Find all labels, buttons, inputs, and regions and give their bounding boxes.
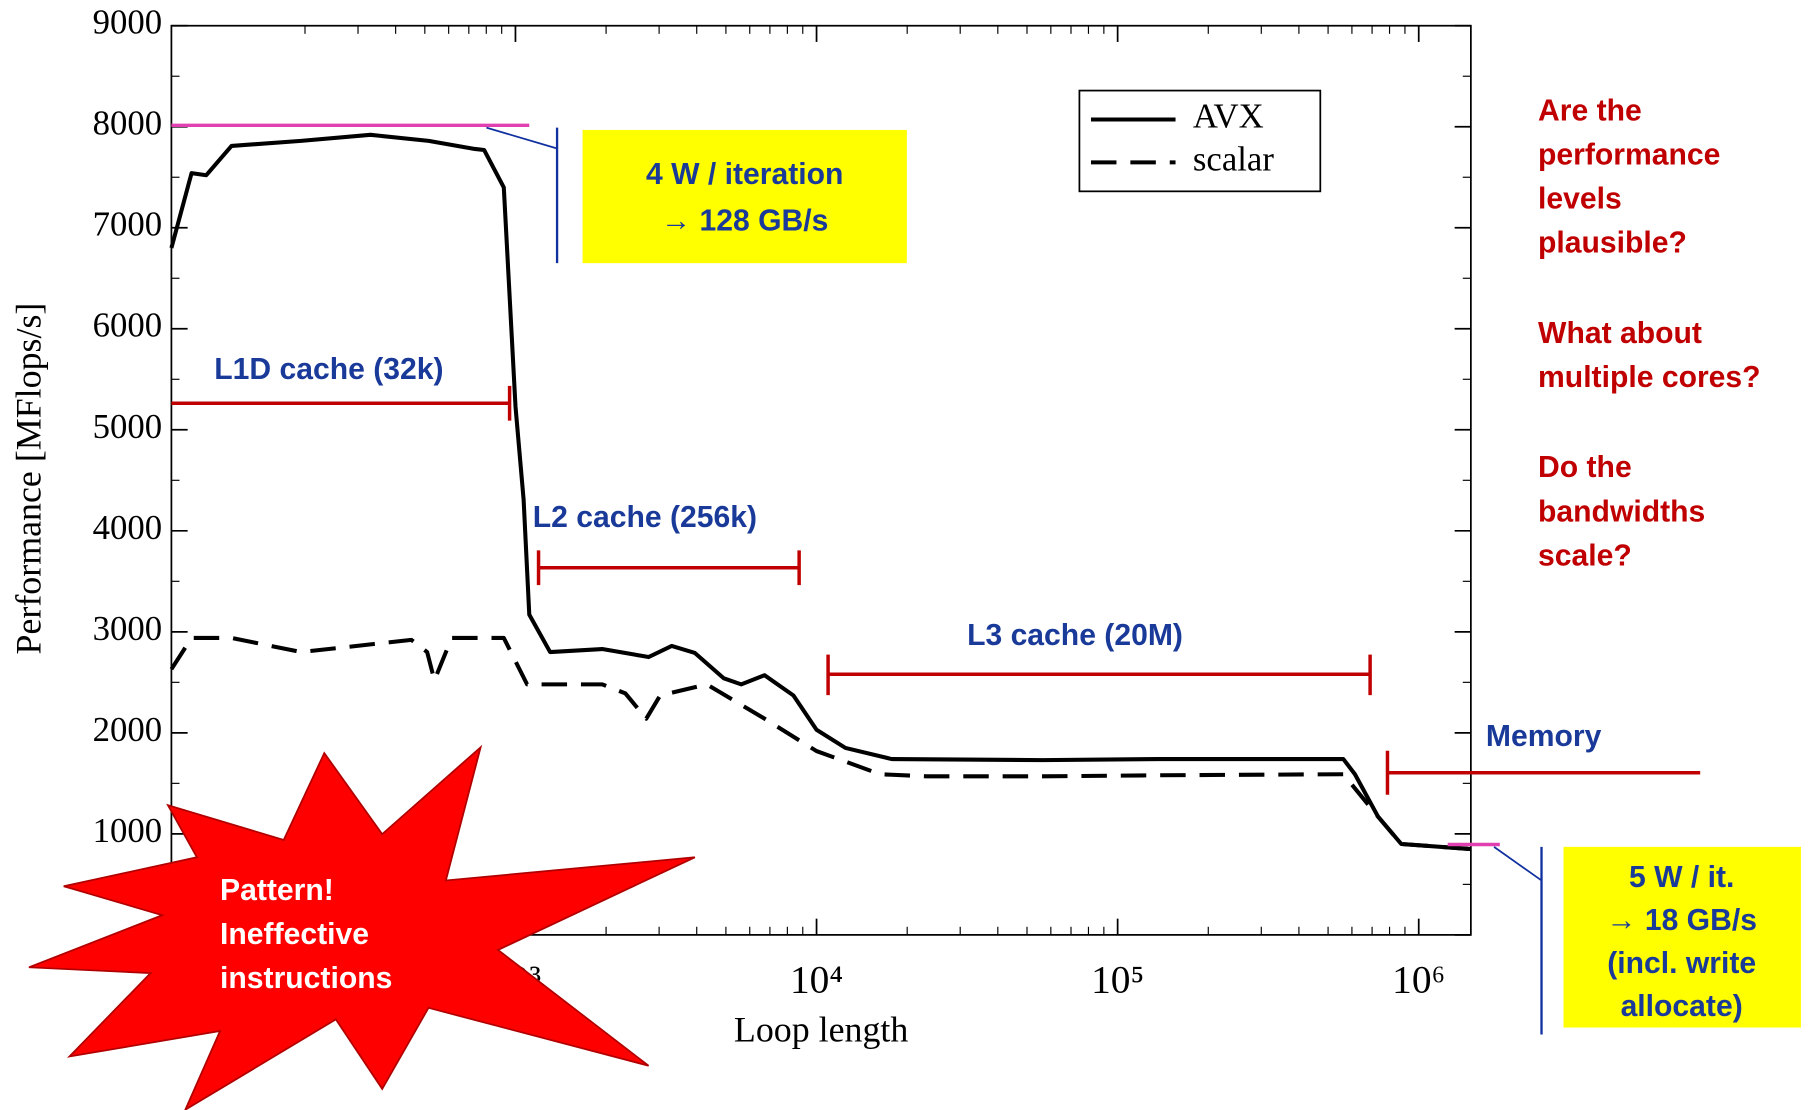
annotation: 5 W / it. (1629, 861, 1734, 894)
x-tick-label: 10⁵ (1091, 958, 1144, 1002)
annotation: L1D cache (32k) (214, 353, 443, 386)
pointer (486, 126, 558, 150)
series-line (169, 132, 1472, 852)
note-box (1563, 846, 1801, 1028)
star (28, 744, 696, 1110)
annotation: Pattern! (220, 874, 334, 907)
annotation: bandwidths (1538, 495, 1705, 528)
annotation: → 128 GB/s (661, 205, 828, 238)
note-box (582, 129, 907, 264)
annotation: Are the (1538, 95, 1642, 128)
annotations: L1D cache (32k) L2 cache (256k) L3 cache (… (214, 95, 1760, 1023)
annotation: scale? (1538, 539, 1632, 572)
annotation: multiple cores? (1538, 361, 1761, 394)
legend-label: AVX (1193, 96, 1264, 135)
annotation: allocate) (1621, 990, 1743, 1023)
x-axis-label: Loop length (734, 1010, 908, 1050)
annotation: → 18 GB/s (1606, 904, 1757, 937)
y-tick-label: 6000 (93, 306, 162, 345)
annotation: What about (1538, 317, 1702, 350)
annotation: performance (1538, 139, 1720, 172)
annotation: instructions (220, 962, 392, 995)
pointer (1493, 846, 1543, 882)
x-tick-label: 10⁴ (790, 958, 843, 1002)
annotation: Do the (1538, 451, 1632, 484)
y-tick-label: 1000 (93, 811, 162, 850)
lines (169, 132, 1472, 852)
annotation: L3 cache (20M) (967, 619, 1183, 652)
annotation: Ineffective (220, 918, 369, 951)
y-tick-label: 4000 (93, 508, 162, 547)
y-tick-label: 9000 (93, 3, 162, 42)
legend: AVX scalar (1090, 96, 1274, 178)
ticks: 010002000300040005000600070008000900010³… (93, 3, 1471, 1002)
y-tick-label: 7000 (93, 205, 162, 244)
annotation: (incl. write (1607, 947, 1756, 980)
annotation: L2 cache (256k) (533, 501, 757, 534)
y-tick-label: 3000 (93, 609, 162, 648)
y-tick-label: 8000 (93, 104, 162, 143)
series-line (169, 635, 1472, 852)
y-axis-label: Performance [MFlops/s] (9, 303, 49, 655)
cache-ranges (171, 385, 1701, 795)
x-tick-label: 10⁶ (1392, 958, 1445, 1002)
legend-box (1078, 89, 1322, 193)
annotation: levels (1538, 183, 1622, 216)
y-tick-label: 5000 (93, 407, 162, 446)
y-tick-label: 2000 (93, 710, 162, 749)
annotation: plausible? (1538, 227, 1687, 260)
annotation: 4 W / iteration (646, 158, 843, 191)
legend-label: scalar (1193, 139, 1274, 178)
annotation: Memory (1486, 720, 1602, 753)
